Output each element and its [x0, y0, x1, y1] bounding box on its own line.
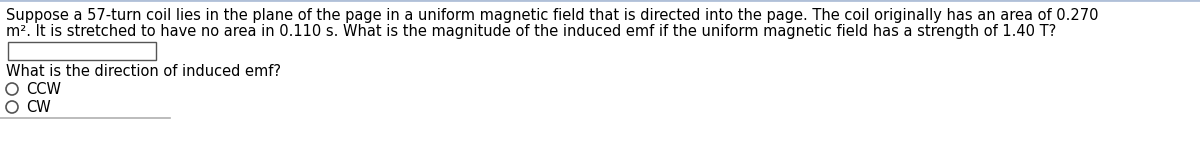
Text: Suppose a 57-turn coil lies in the plane of the page in a uniform magnetic field: Suppose a 57-turn coil lies in the plane…: [6, 8, 1098, 23]
Text: CW: CW: [26, 100, 50, 115]
Bar: [8, 42, 156, 60]
Text: What is the direction of induced emf?: What is the direction of induced emf?: [6, 64, 281, 79]
Text: m². It is stretched to have no area in 0.110 s. What is the magnitude of the ind: m². It is stretched to have no area in 0…: [6, 24, 1056, 39]
Text: CCW: CCW: [26, 82, 61, 97]
